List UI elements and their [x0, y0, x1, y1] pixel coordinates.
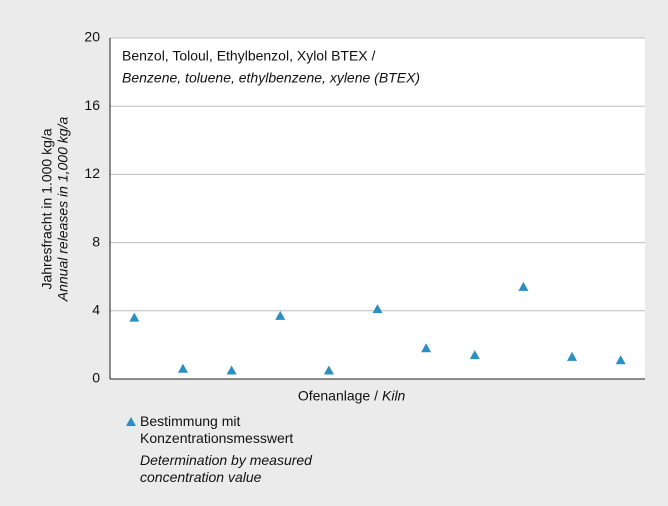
data-point — [615, 355, 626, 365]
x-axis-label: Ofenanlage / — [298, 388, 378, 404]
y-tick-label: 16 — [84, 97, 100, 113]
chart-subtitle: Benzene, toluene, ethylbenzene, xylene (… — [122, 70, 420, 86]
y-tick-label: 8 — [92, 233, 100, 249]
data-point — [567, 351, 578, 361]
y-tick-label: 0 — [92, 370, 100, 386]
legend-label-en: Determination by measured concentration … — [140, 452, 312, 485]
data-point — [372, 304, 383, 314]
data-point — [226, 365, 237, 375]
y-axis-label-en: Annual releases in 1,000 kg/a — [55, 117, 71, 303]
plot-area — [110, 38, 645, 379]
data-point — [421, 343, 432, 353]
legend-label: Bestimmung mit Konzentrationsmesswert — [140, 413, 294, 446]
data-point — [129, 312, 140, 322]
data-point — [518, 281, 529, 291]
data-point — [323, 365, 334, 375]
y-tick-label: 4 — [92, 302, 100, 318]
x-axis-label-en: Kiln — [382, 388, 406, 404]
data-point — [469, 350, 480, 360]
legend-marker — [126, 417, 136, 426]
chart-title: Benzol, Toloul, Ethylbenzol, Xylol BTEX … — [122, 48, 376, 64]
data-point — [275, 310, 286, 320]
y-tick-label: 20 — [84, 29, 100, 45]
y-axis-label: Jahresfracht in 1.000 kg/a — [39, 128, 55, 289]
data-point — [177, 363, 188, 373]
y-tick-label: 12 — [84, 165, 100, 181]
